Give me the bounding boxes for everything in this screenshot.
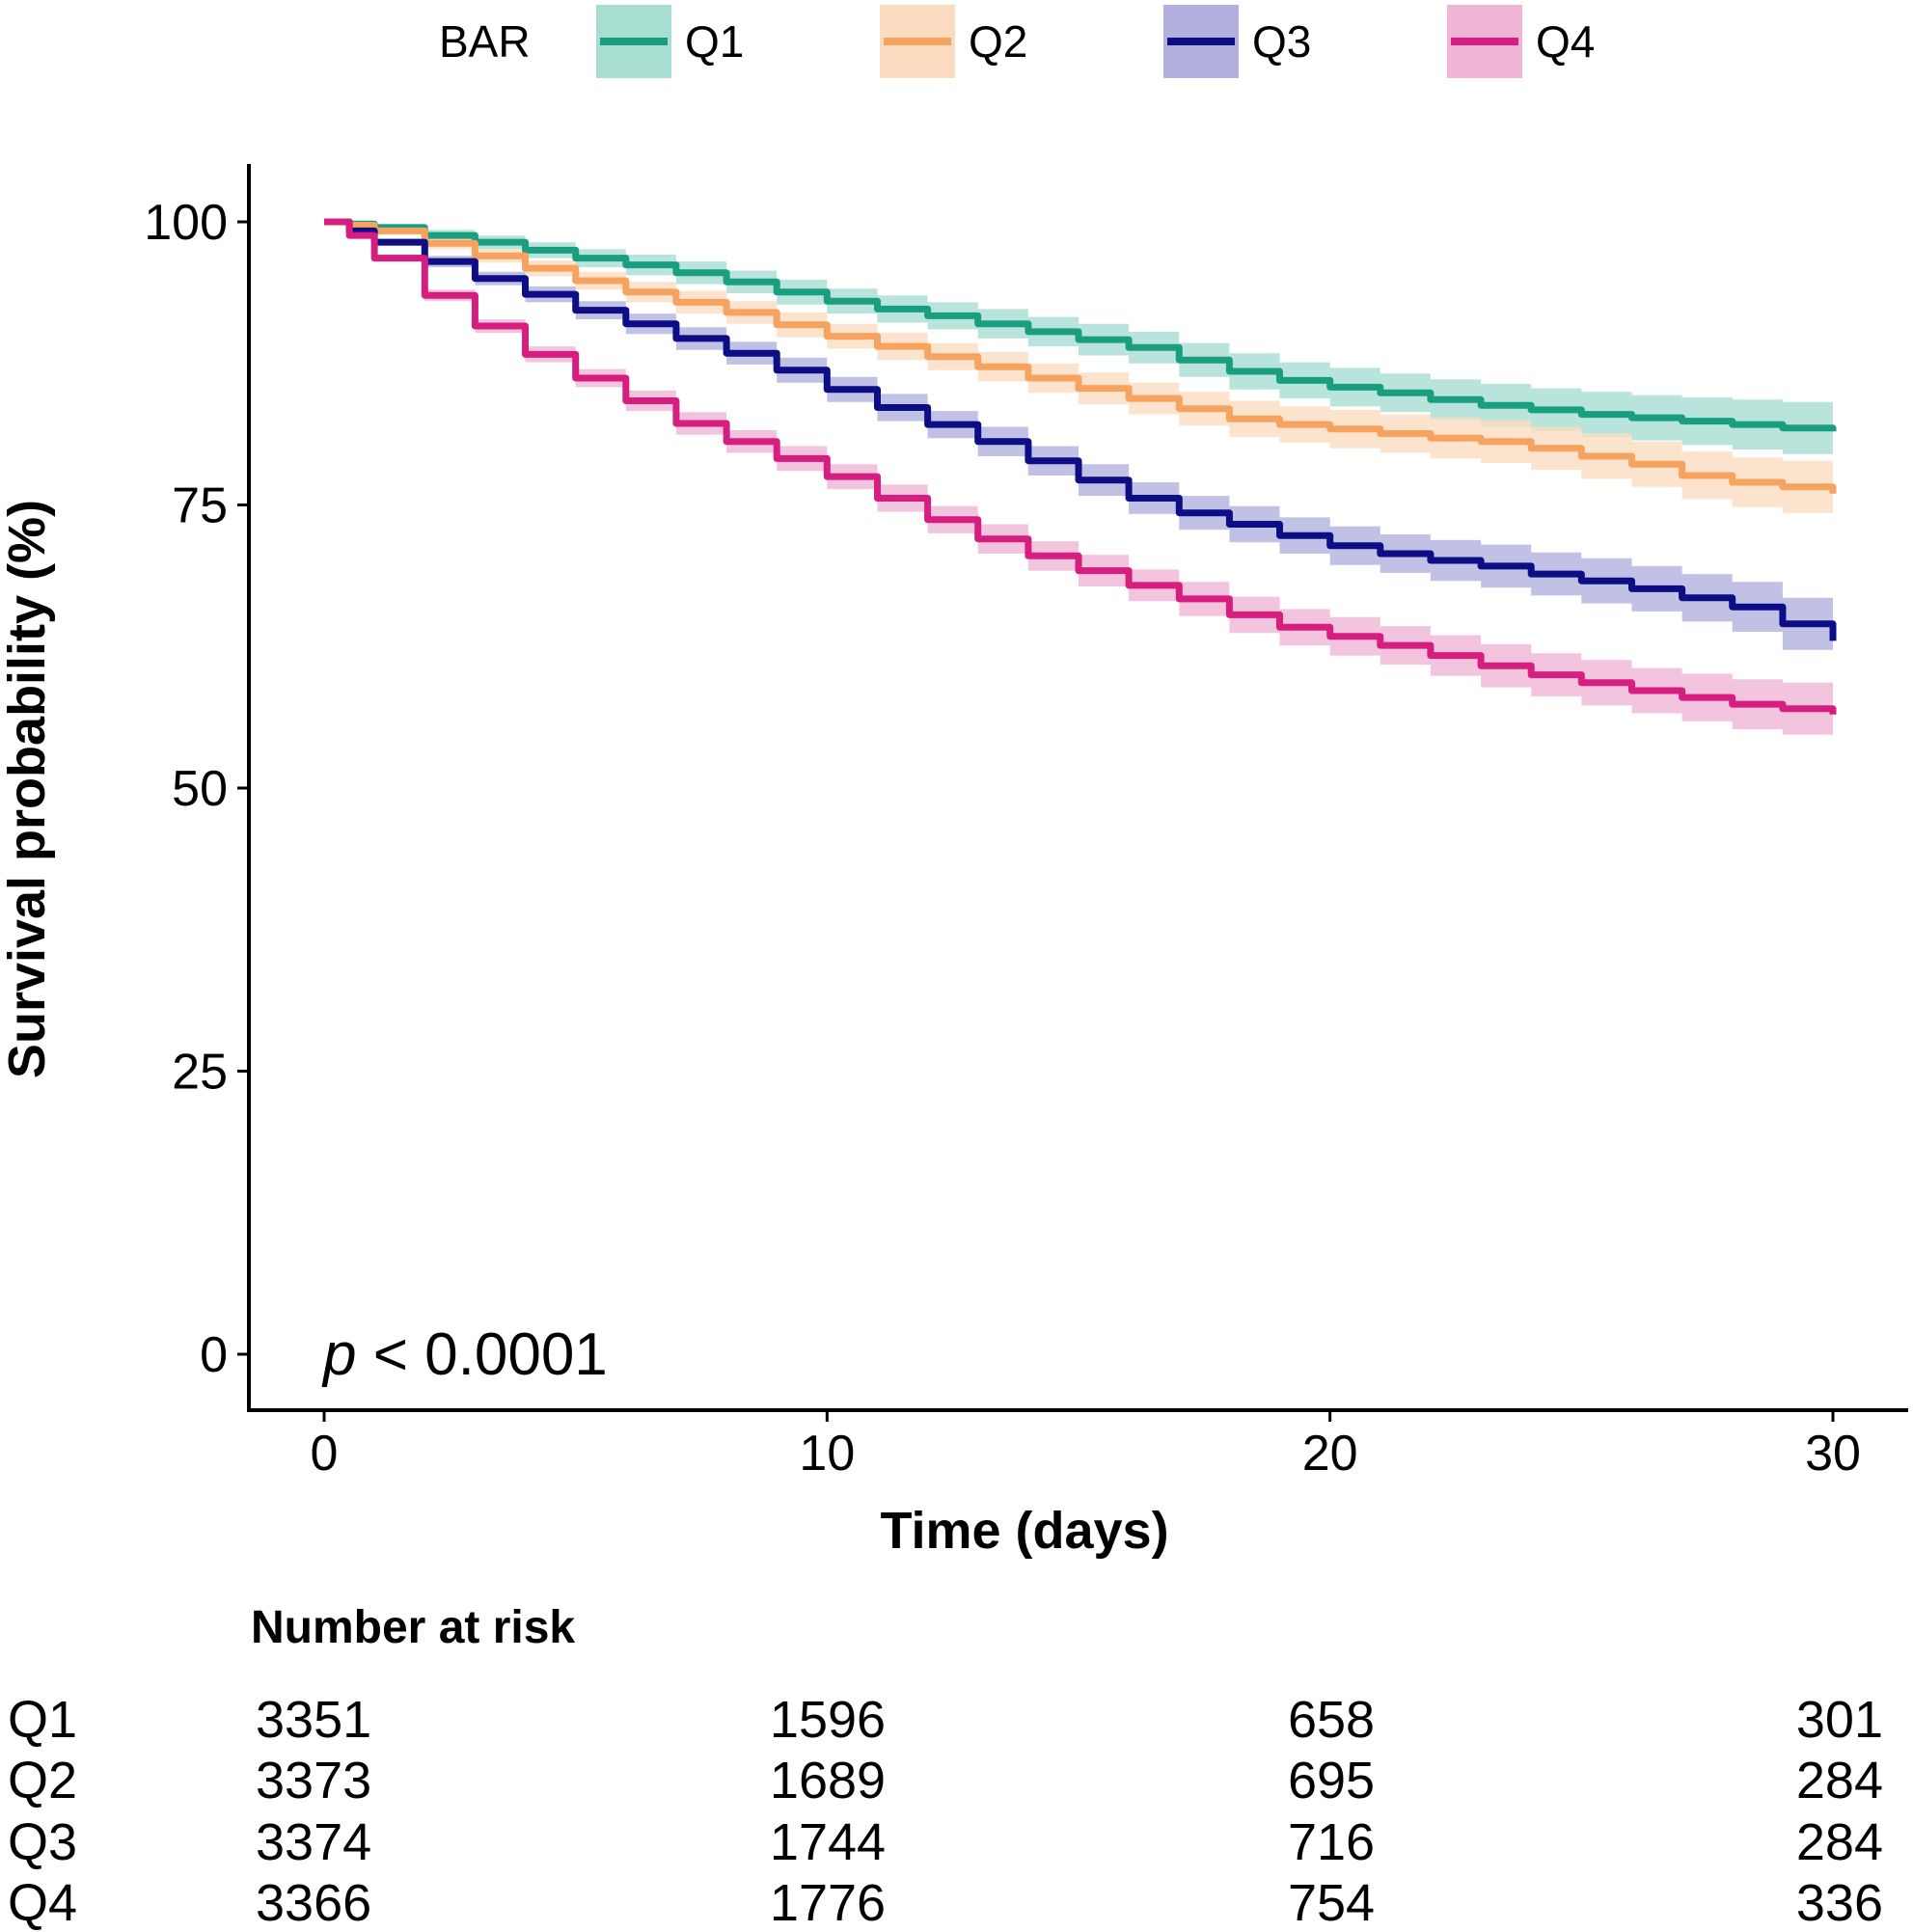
legend-label-q2: Q2 bbox=[969, 16, 1027, 67]
x-tick-label: 30 bbox=[1805, 1426, 1861, 1482]
x-tick-label: 20 bbox=[1302, 1426, 1358, 1482]
risk-table-title: Number at risk bbox=[251, 1602, 575, 1653]
risk-row-label: Q1 bbox=[8, 1691, 77, 1749]
risk-row-label: Q2 bbox=[8, 1752, 77, 1810]
risk-count: 3373 bbox=[256, 1752, 371, 1810]
curve-q1 bbox=[324, 218, 1837, 432]
risk-count: 716 bbox=[1288, 1813, 1375, 1871]
y-tick-label: 100 bbox=[144, 195, 228, 251]
risk-count: 284 bbox=[1796, 1752, 1883, 1810]
y-tick-label: 25 bbox=[172, 1045, 228, 1101]
risk-count: 1776 bbox=[770, 1874, 886, 1932]
curve-q3 bbox=[324, 218, 1837, 641]
risk-count: 1744 bbox=[770, 1813, 886, 1871]
curve-q4 bbox=[324, 218, 1837, 715]
ci-band-q2 bbox=[324, 222, 1833, 521]
risk-count: 1689 bbox=[770, 1752, 886, 1810]
legend-label-q4: Q4 bbox=[1536, 16, 1595, 67]
y-tick-label: 75 bbox=[172, 478, 228, 534]
ci-band-q3 bbox=[324, 222, 1833, 668]
p-value-symbol: p bbox=[321, 1321, 356, 1388]
risk-count: 301 bbox=[1796, 1691, 1883, 1749]
y-tick-label: 0 bbox=[200, 1327, 228, 1383]
y-tick-label: 50 bbox=[172, 761, 228, 817]
risk-count: 3366 bbox=[256, 1874, 371, 1932]
y-axis-title: Survival probability (%) bbox=[0, 500, 56, 1078]
legend: BAR Q1 Q2 Q3 Q4 bbox=[439, 5, 1595, 78]
risk-table: Q1 3351 1596 658 301 Q2 3373 1689 695 284 Q3 3374 17… bbox=[8, 1691, 1883, 1932]
legend-title: BAR bbox=[439, 16, 531, 67]
risk-count: 284 bbox=[1796, 1813, 1883, 1871]
risk-row-label: Q3 bbox=[8, 1813, 77, 1871]
x-axis-title: Time (days) bbox=[880, 1502, 1168, 1560]
risk-count: 695 bbox=[1288, 1752, 1375, 1810]
p-value-text: < 0.0001 bbox=[356, 1321, 607, 1388]
curve-q2 bbox=[324, 218, 1837, 494]
risk-row-label: Q4 bbox=[8, 1874, 77, 1932]
ticks: 0 25 50 75 100 0 10 20 30 bbox=[144, 195, 1861, 1482]
p-value-annotation: p < 0.0001 bbox=[321, 1321, 608, 1388]
x-tick-label: 10 bbox=[799, 1426, 855, 1482]
risk-count: 1596 bbox=[770, 1691, 886, 1749]
legend-label-q3: Q3 bbox=[1252, 16, 1311, 67]
risk-count: 3351 bbox=[256, 1691, 371, 1749]
risk-count: 3374 bbox=[256, 1813, 371, 1871]
survival-curves bbox=[324, 218, 1837, 715]
legend-label-q1: Q1 bbox=[685, 16, 744, 67]
risk-count: 754 bbox=[1288, 1874, 1375, 1932]
risk-count: 336 bbox=[1796, 1874, 1883, 1932]
x-tick-label: 0 bbox=[311, 1426, 339, 1482]
axes bbox=[247, 164, 1908, 1412]
risk-count: 658 bbox=[1288, 1691, 1375, 1749]
